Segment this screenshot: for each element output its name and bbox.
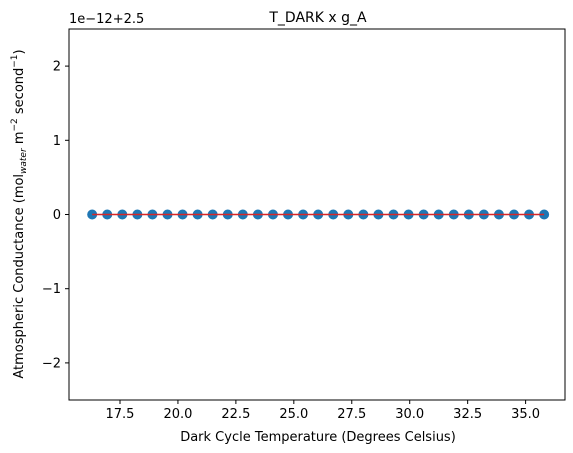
plot-frame (68, 28, 566, 401)
y-label-sub: water (19, 147, 29, 174)
y-label-sup1: −2 (10, 118, 20, 131)
y-axis-label: Atmospheric Conductance (molwater m−2 se… (10, 49, 29, 378)
x-tick-label: 22.5 (221, 407, 250, 422)
x-tick-label: 32.5 (453, 407, 482, 422)
offset-text: 1e−12+2.5 (69, 12, 144, 27)
y-axis-ticks: −2 −1 0 1 2 (42, 60, 69, 371)
y-label-mid: m (12, 132, 27, 149)
y-label-main: Atmospheric Conductance (mol (12, 174, 27, 379)
chart-title: T_DARK x g_A (268, 10, 367, 26)
x-tick-label: 25.0 (279, 407, 308, 422)
y-tick-label: 1 (53, 134, 61, 149)
y-tick-label: 0 (53, 208, 61, 223)
x-tick-label: 35.0 (511, 407, 540, 422)
x-tick-label: 17.5 (106, 407, 135, 422)
y-label-sup2: −1 (10, 54, 20, 67)
y-tick-label: 2 (53, 60, 61, 75)
y-label-mid2: second (12, 68, 27, 119)
y-tick-label: −2 (42, 356, 61, 371)
x-tick-label: 30.0 (395, 407, 424, 422)
x-tick-label: 27.5 (337, 407, 366, 422)
y-label-end: ) (12, 49, 27, 54)
x-tick-label: 20.0 (163, 407, 192, 422)
y-tick-label: −1 (42, 282, 61, 297)
x-axis-label: Dark Cycle Temperature (Degrees Celsius) (180, 430, 456, 445)
x-axis-ticks: 17.5 20.0 22.5 25.0 27.5 30.0 32.5 35.0 (106, 400, 540, 422)
